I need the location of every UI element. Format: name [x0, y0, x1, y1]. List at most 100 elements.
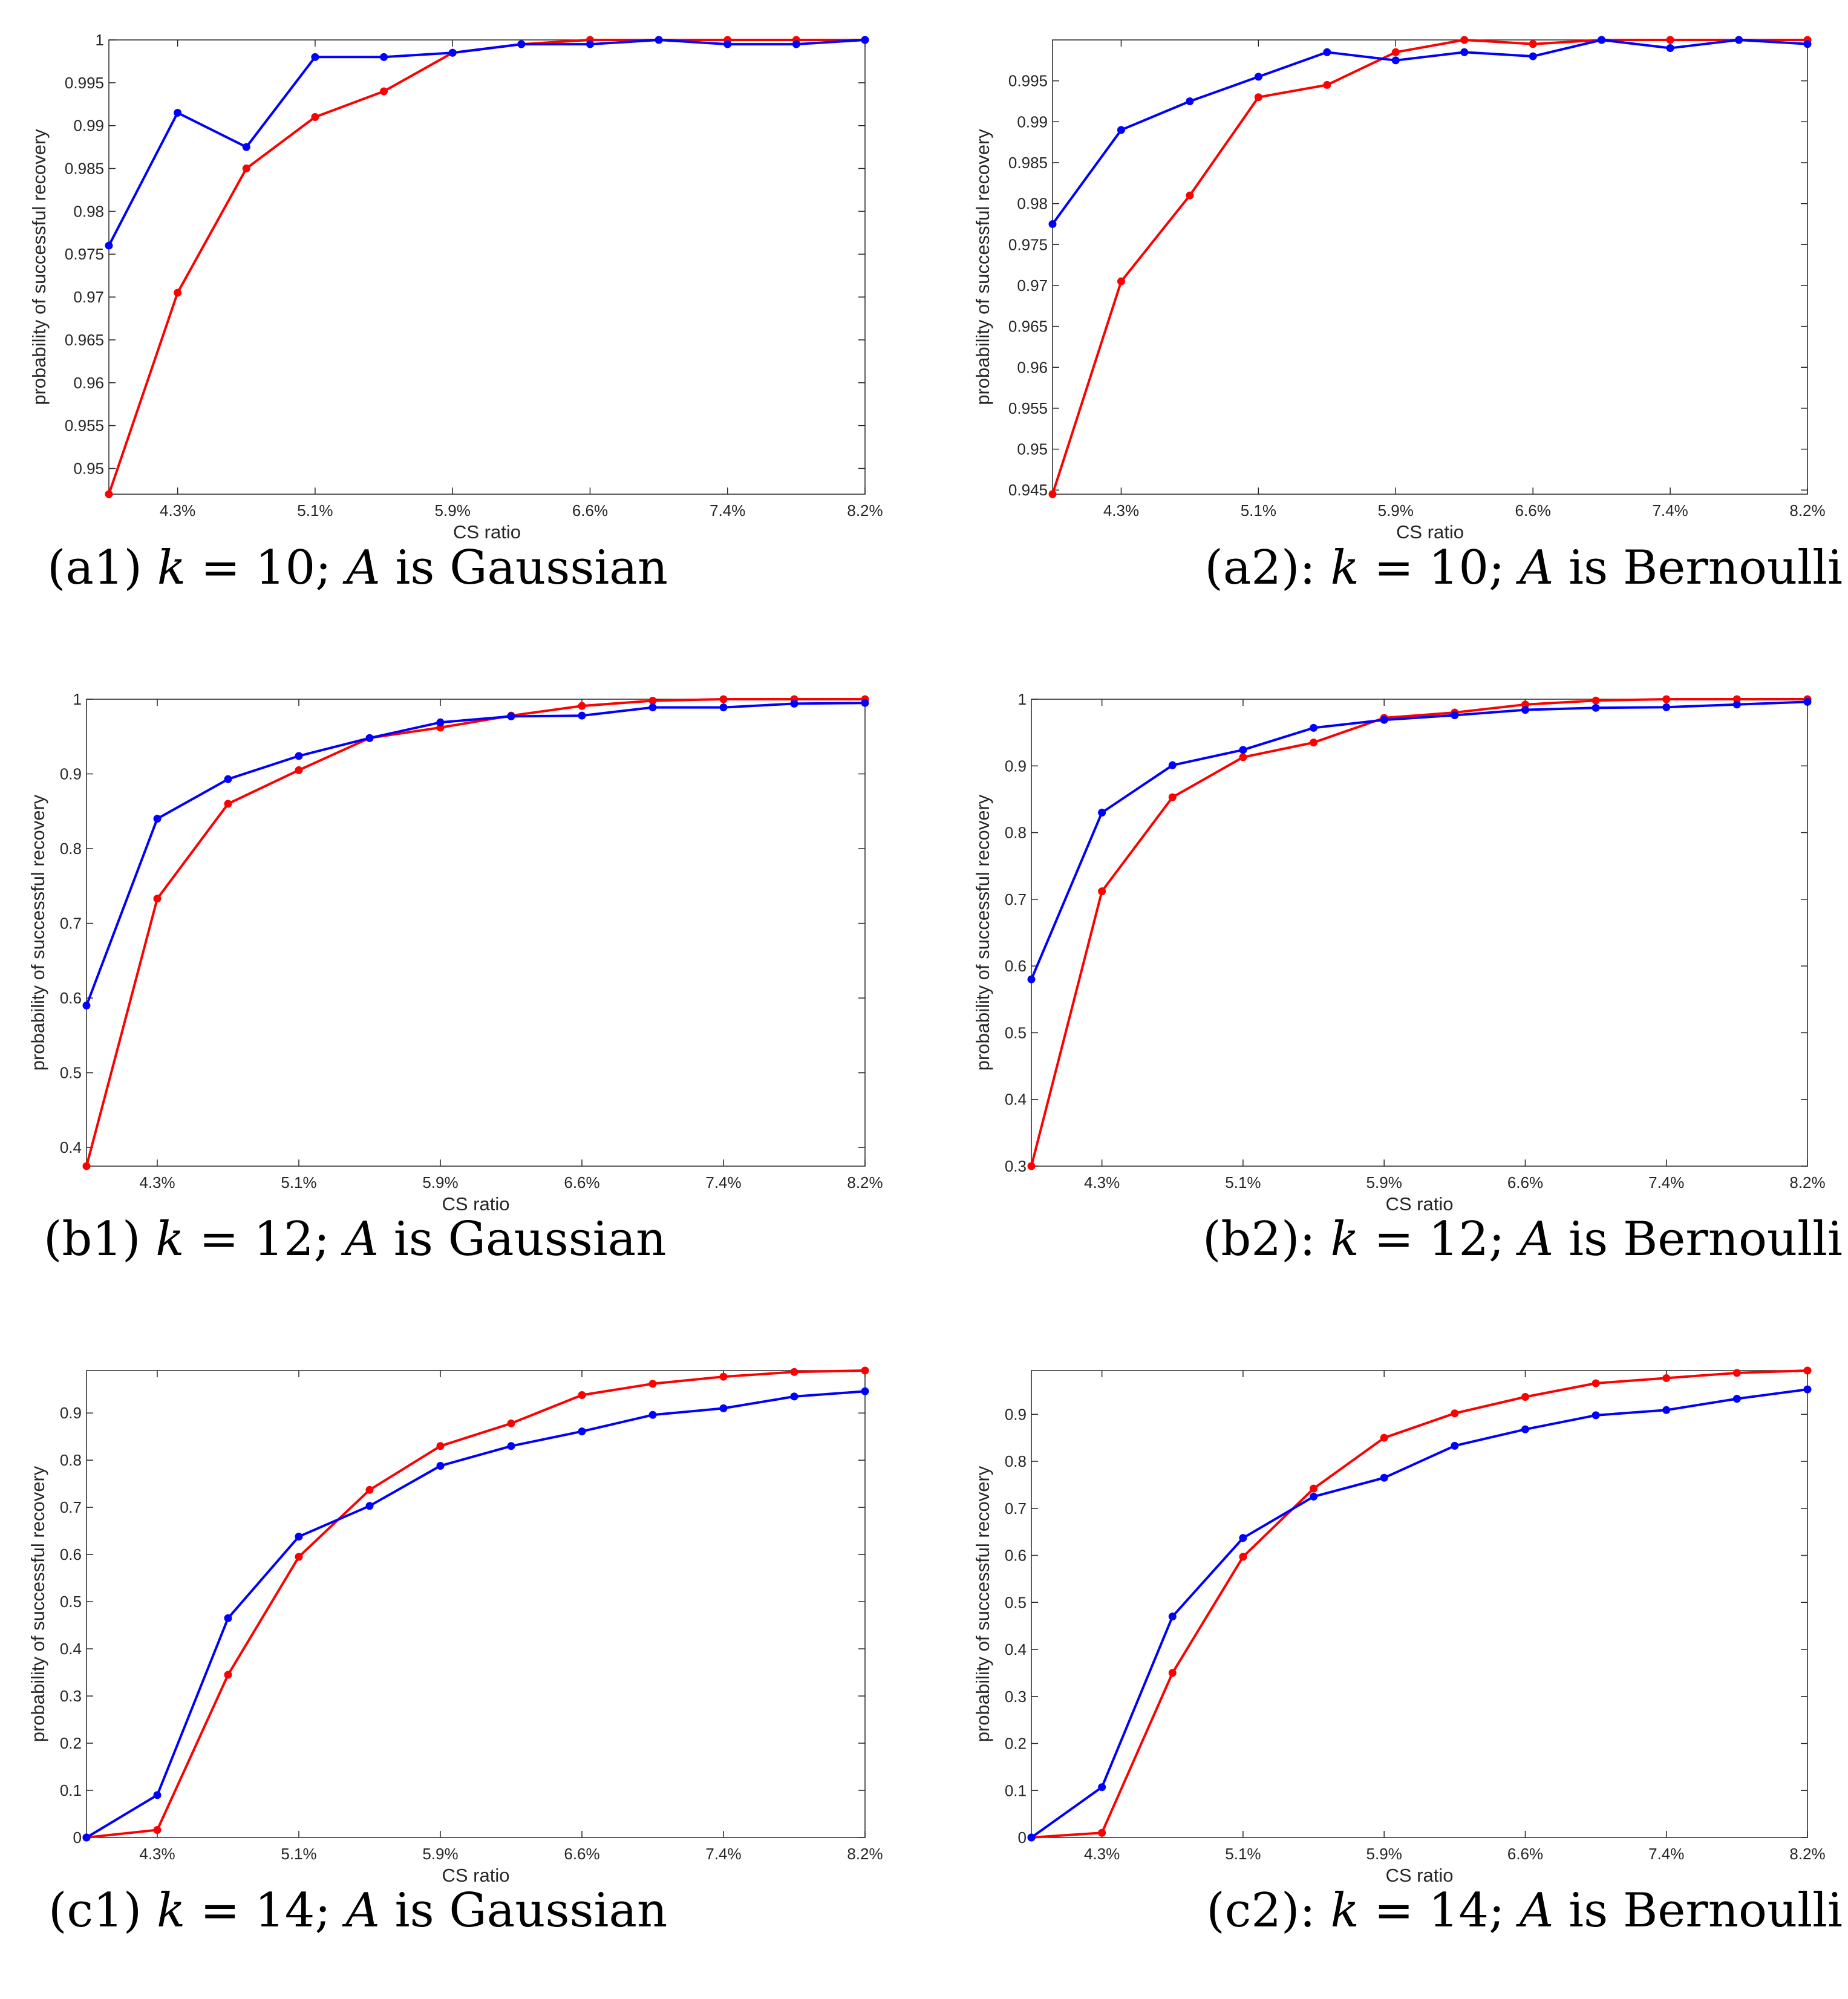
series-line-blue: [85, 1390, 866, 1839]
caption-k-value: = 10;: [1359, 541, 1520, 595]
data-point-blue: [1598, 36, 1606, 44]
y-tick-label: 0.3: [1005, 1688, 1027, 1706]
data-point-blue: [790, 699, 798, 708]
data-point-blue: [1186, 97, 1194, 105]
data-point-blue: [1521, 1425, 1529, 1433]
y-tick-label: 0.95: [73, 459, 104, 477]
chart-panel-b2: 0.3 0.4 0.5 0.6 0.7 0.8 0.9 1 4.3% 5.1% 5.9% 6.6% 7.…: [924, 671, 1848, 1328]
data-point-red: [1098, 887, 1106, 896]
data-point-blue: [1803, 40, 1812, 48]
caption-matrix-type: is Bernoulli: [1553, 1212, 1843, 1267]
data-point-blue: [365, 1502, 374, 1510]
data-point-red: [224, 1671, 232, 1679]
data-point-blue: [507, 712, 515, 720]
data-point-blue: [861, 699, 869, 707]
caption-k-value: = 10;: [186, 541, 347, 595]
data-point-blue: [82, 1001, 91, 1009]
data-point-red: [1254, 93, 1262, 102]
data-point-red: [1592, 696, 1600, 705]
y-tick-label: 0.4: [1005, 1640, 1027, 1658]
y-tick-label: 0.5: [60, 1064, 82, 1082]
data-point-red: [719, 1372, 728, 1381]
y-tick-label: 0.9: [1005, 757, 1027, 775]
x-axis-label: CS ratio: [442, 1193, 510, 1215]
data-point-red: [1592, 1379, 1600, 1388]
y-tick-label: 1: [1018, 690, 1027, 708]
y-tick-label: 0.4: [1005, 1091, 1027, 1109]
y-tick-label: 0.985: [1008, 154, 1048, 172]
x-tick-label: 6.6%: [564, 1173, 599, 1192]
data-point-red: [1239, 753, 1247, 761]
data-point-blue: [517, 40, 526, 48]
x-axis-label: CS ratio: [1386, 1865, 1454, 1886]
data-point-blue: [1048, 220, 1057, 228]
x-tick-label: 5.9%: [435, 501, 471, 520]
y-tick-label: 0.9: [60, 765, 82, 783]
caption-prefix: (a1): [47, 541, 157, 595]
y-tick-label: 0.97: [1017, 276, 1048, 295]
data-point-red: [1529, 40, 1537, 48]
data-point-blue: [436, 1462, 445, 1470]
y-tick-label: 0.8: [1005, 824, 1027, 842]
data-point-blue: [242, 143, 250, 151]
x-tick-label: 8.2%: [847, 1845, 883, 1863]
y-tick-label: 0.4: [60, 1640, 82, 1658]
y-tick-label: 0.3: [60, 1687, 82, 1705]
data-point-red: [105, 490, 113, 498]
y-tick-label: 0.955: [65, 417, 104, 435]
data-point-blue: [1521, 706, 1529, 714]
data-point-red: [1380, 1433, 1388, 1442]
series-line-red: [86, 1369, 866, 1839]
data-point-red: [648, 696, 657, 705]
plot-frame: [108, 39, 866, 495]
x-tick-label: 6.6%: [1507, 1173, 1543, 1192]
data-point-red: [224, 800, 232, 808]
data-point-red: [1451, 1409, 1459, 1418]
data-point-red: [311, 113, 319, 122]
data-point-blue: [1027, 975, 1036, 983]
y-tick-label: 0.7: [60, 915, 82, 933]
x-tick-label: 8.2%: [847, 1173, 883, 1192]
data-point-blue: [586, 40, 594, 48]
caption-k-symbol: k: [1330, 1883, 1359, 1938]
data-point-blue: [1529, 52, 1537, 60]
data-point-blue: [507, 1442, 515, 1450]
y-tick-label: 0.8: [60, 1451, 82, 1469]
data-point-blue: [1117, 126, 1125, 134]
chart-svg: 0.4 0.5 0.6 0.7 0.8 0.9 1 4.3% 5.1% 5.9% 6.6% 7.4% 8…: [27, 690, 883, 1215]
data-point-red: [82, 1162, 91, 1170]
y-tick-label: 0.965: [65, 331, 104, 349]
x-tick-label: 6.6%: [1507, 1845, 1543, 1863]
x-tick-label: 5.9%: [1378, 501, 1414, 520]
y-tick-label: 0.5: [1005, 1593, 1027, 1611]
data-point-blue: [1391, 56, 1400, 65]
x-tick-label: 7.4%: [710, 501, 745, 520]
chart-svg: 0.945 0.95 0.955 0.96 0.965 0.97 0.975 0.98 0.98…: [972, 36, 1826, 543]
y-axis-label: probability of successful recovery: [972, 1466, 993, 1742]
chart-caption: (a2): k = 10; A is Bernoulli: [1204, 544, 1843, 592]
chart-svg: 0.3 0.4 0.5 0.6 0.7 0.8 0.9 1 4.3% 5.1% 5.9% 6.6% 7.…: [972, 690, 1826, 1215]
data-point-blue: [174, 108, 182, 117]
data-point-blue: [578, 1427, 586, 1436]
chart-panel-c2: 0 0.1 0.2 0.3 0.4 0.5 0.6 0.7 0.8 0.9 4.3% 5.1% 5.9%…: [924, 1343, 1848, 1999]
y-tick-label: 0.99: [73, 117, 104, 135]
x-tick-label: 4.3%: [1103, 501, 1139, 520]
series-line-red: [1031, 1369, 1808, 1839]
caption-prefix: (c1): [48, 1883, 157, 1938]
y-tick-label: 1: [96, 31, 104, 49]
x-tick-label: 4.3%: [1084, 1845, 1120, 1863]
y-tick-label: 0.99: [1017, 113, 1048, 131]
x-tick-label: 5.1%: [281, 1845, 316, 1863]
plot-frame: [1052, 39, 1808, 495]
data-point-red: [1732, 1369, 1741, 1377]
y-tick-label: 0.975: [65, 245, 104, 263]
chart-panel-a1: 0.95 0.955 0.96 0.965 0.97 0.975 0.98 0.985 0.99…: [0, 0, 924, 656]
plot-frame: [1031, 699, 1808, 1167]
data-point-blue: [1310, 1492, 1318, 1501]
data-point-blue: [105, 241, 113, 250]
x-tick-label: 8.2%: [1789, 1173, 1825, 1192]
y-tick-label: 0.995: [1008, 72, 1048, 90]
data-point-blue: [1027, 1833, 1036, 1842]
caption-k-symbol: k: [1330, 1212, 1359, 1267]
caption-k-symbol: k: [157, 541, 186, 595]
